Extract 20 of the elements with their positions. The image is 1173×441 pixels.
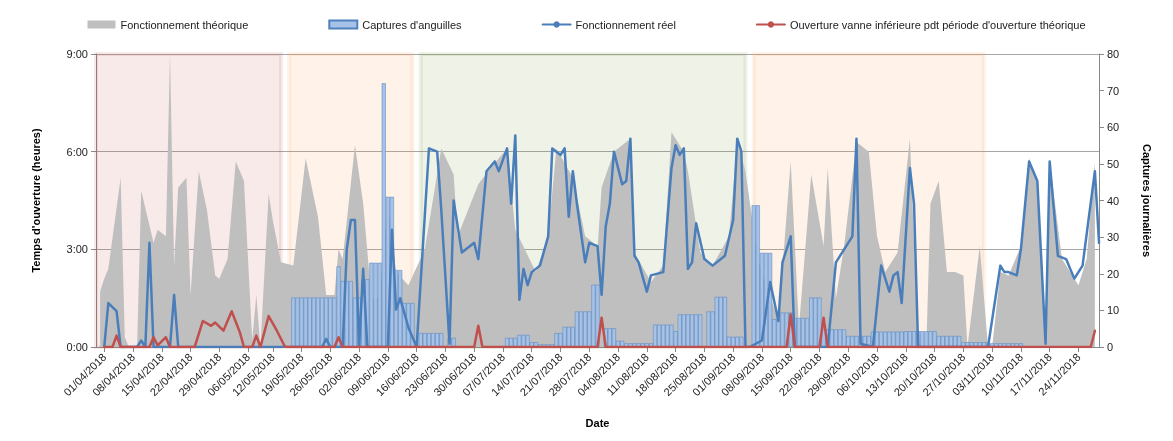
y2-tick-label: 80: [1107, 48, 1120, 60]
y2-tick-label: 20: [1107, 267, 1120, 280]
y-tick-label: 6:00: [66, 145, 88, 158]
y2-tick-label: 10: [1107, 304, 1120, 317]
y-axis-title: Temps d'ouverture (heures): [29, 128, 42, 273]
legend-label: Ouverture vanne inférieure pdt période d'ouverture théorique: [789, 18, 1086, 31]
y2-axis-title: Captures journalières: [1140, 143, 1153, 258]
x-axis-title: Date: [585, 416, 610, 429]
y-tick-label: 3:00: [66, 243, 88, 256]
y2-tick-label: 40: [1107, 194, 1120, 207]
legend-label: Captures d'anguilles: [362, 18, 463, 31]
y2-tick-label: 30: [1107, 231, 1120, 244]
y2-tick-label: 60: [1107, 121, 1120, 134]
y2-tick-label: 50: [1107, 157, 1120, 170]
legend-label: Fonctionnement réel: [575, 18, 676, 31]
y-tick-label: 9:00: [66, 48, 88, 60]
y-tick-label: 0:00: [66, 341, 88, 353]
y2-tick-label: 70: [1107, 84, 1120, 97]
y2-tick-label: 0: [1107, 341, 1114, 353]
legend-label: Fonctionnement théorique: [120, 18, 249, 31]
